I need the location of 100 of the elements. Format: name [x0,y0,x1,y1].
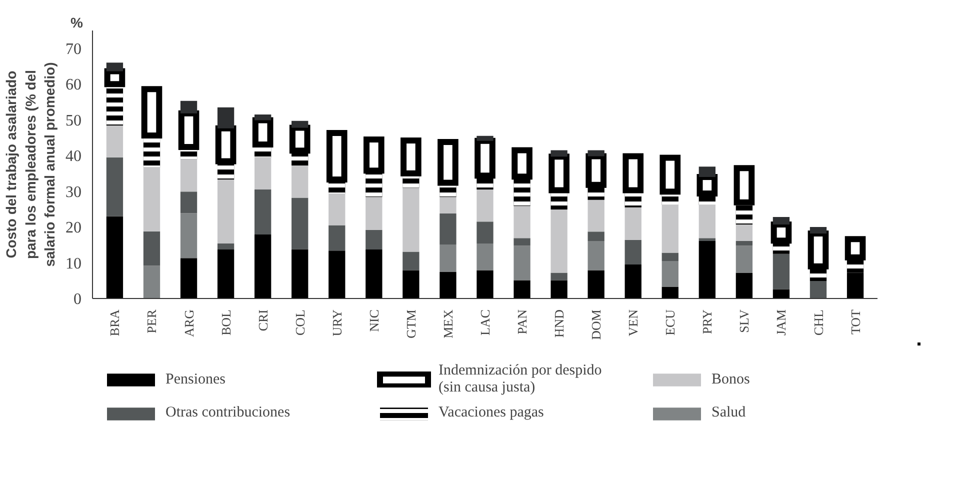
x-tick-label: HND [552,309,567,338]
bar [292,198,308,250]
bar [440,244,456,272]
bar [624,207,642,240]
bar [143,266,160,298]
bar [588,240,604,270]
bar [624,240,642,265]
bar [366,250,382,298]
bar [588,150,604,156]
bar [254,190,272,235]
bar [698,204,716,238]
text: % [70,14,84,30]
bar [550,280,568,298]
y-tick-label: 20 [66,220,82,237]
bar [662,204,678,253]
bar [550,150,568,157]
bar [254,114,272,120]
x-tick-label: TOT [848,309,863,335]
x-tick-label: PRY [700,308,715,334]
bar [772,254,790,290]
x-tick-label: MEX [440,308,456,338]
bar [106,157,124,216]
bar [106,216,124,298]
bar [440,272,456,298]
bar [810,280,827,298]
bar [736,224,753,241]
bar [106,126,124,158]
bar [180,159,198,192]
x-tick-label: PER [144,309,160,334]
bar [624,264,642,298]
y-tick-label: 50 [66,112,82,130]
bar [476,270,494,298]
legend-label: Indemnización por despido (sin causa justa) [438,362,603,396]
bar [476,136,494,141]
bar [292,249,308,298]
x-tick-label: ECU [662,308,678,336]
bar [440,197,456,214]
bar [772,289,790,298]
bar [662,286,678,298]
x-tick-label: SLV [736,308,752,333]
bar [143,167,160,232]
bar [662,260,678,287]
x-tick-label: CRI [255,310,270,332]
y-tick-label: 10 [66,255,82,272]
bar [328,225,346,251]
legend-label: Vacaciones pagas [438,404,545,422]
bar [366,197,382,230]
bar [476,222,494,244]
bar [180,192,198,214]
bar [662,252,678,261]
bar [217,250,234,298]
x-tick-label: COL [292,309,308,336]
bar [736,272,753,298]
bar [514,280,530,298]
bar [292,120,308,128]
bar [328,193,346,226]
bar [328,250,346,298]
legend-label: Bonos [712,371,751,388]
bar [550,272,568,280]
x-tick-label: DOM [588,309,604,340]
legend-label: Salud [712,404,747,422]
bar [217,180,234,244]
bar [476,243,494,270]
bar [588,270,604,298]
y-tick-label: 60 [66,76,82,94]
bar [810,227,827,234]
x-tick-label: JAM [774,309,789,336]
bar [588,232,604,241]
bar [402,270,420,298]
bar [254,157,272,190]
bar [366,230,382,250]
bar [402,188,420,252]
bar [180,258,198,298]
y-tick-label: 70 [66,40,82,58]
y-tick-label: 40 [66,148,82,166]
x-tick-label: URY [329,308,344,336]
x-tick-label: BRA [107,308,122,336]
x-tick-label: BOL [218,309,234,336]
bar [698,238,716,241]
x-tick-label: ARG [181,309,196,337]
x-tick-label: PAN [514,308,530,334]
x-tick-label: VEN [626,308,641,336]
bar [588,200,604,232]
y-tick-label: 0 [74,291,82,308]
bar [143,231,160,266]
bar [254,234,272,298]
bar [180,213,198,258]
x-tick-label: LAC [478,310,492,336]
bar [476,190,494,222]
bar [736,246,753,273]
bar [698,240,716,298]
x-tick-label: GTM [403,309,418,338]
x-tick-label: NIC [366,310,382,332]
x-tick-label: CHL [810,309,826,336]
y-tick-label: 30 [66,184,82,201]
bar [736,240,753,246]
bar [292,166,308,198]
bar [514,206,530,238]
bar [846,272,864,298]
bar [217,243,234,250]
